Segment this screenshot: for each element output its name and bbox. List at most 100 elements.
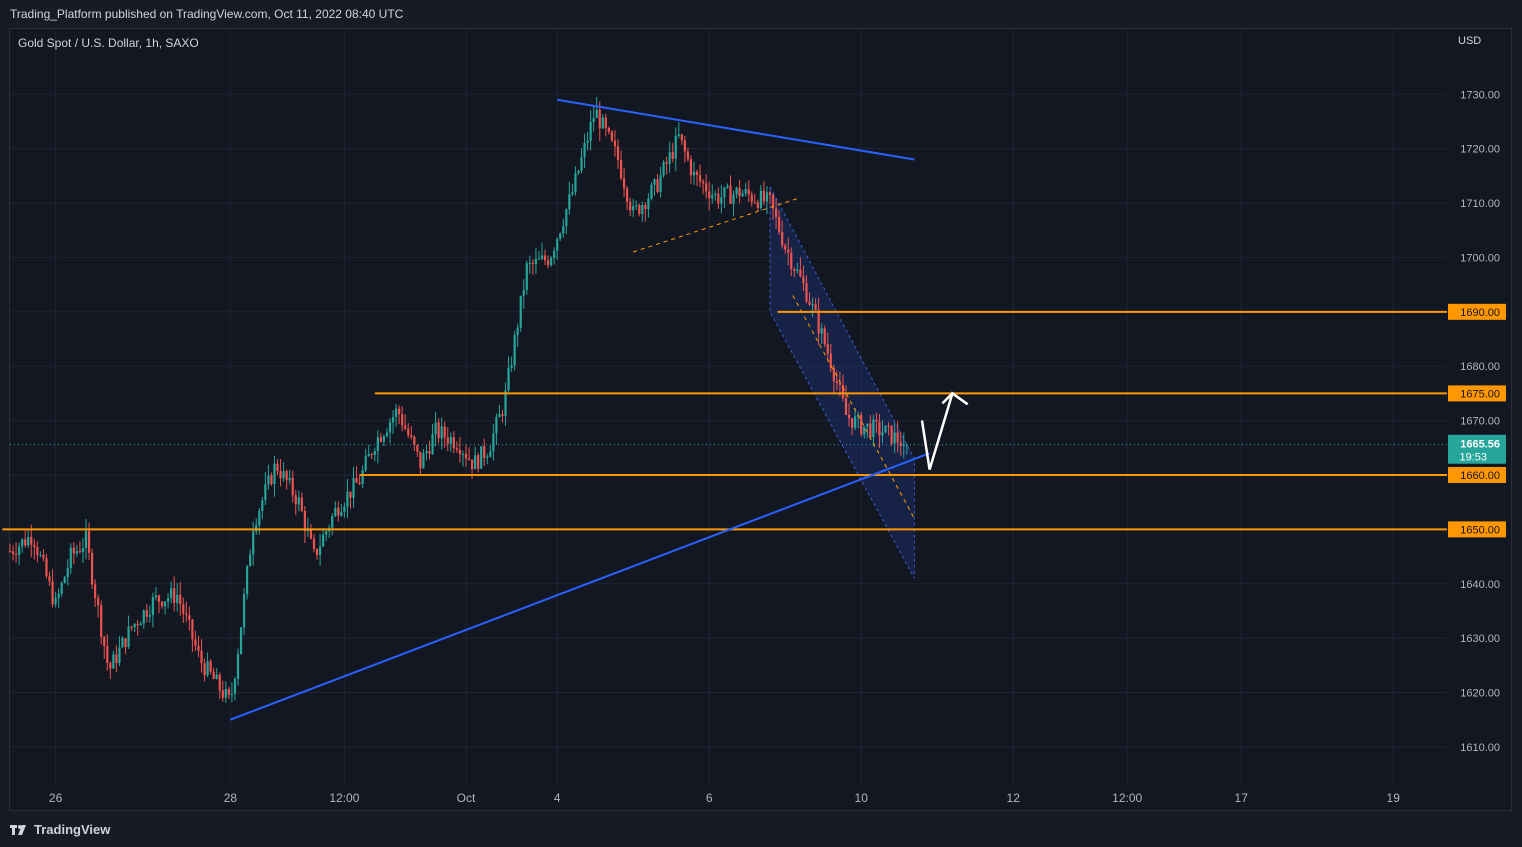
y-tick-label: 1630.00 <box>1460 633 1500 645</box>
candle-up <box>230 694 234 696</box>
candle-up <box>449 436 452 444</box>
candle-up <box>854 416 857 428</box>
level-price-label: 1660.00 <box>1460 470 1500 482</box>
candle-down <box>428 451 431 454</box>
candle-down <box>285 471 288 481</box>
candle-down <box>607 127 610 132</box>
axes-layer: 1730.00 1720.00 1710.00 1700.00 1690.00 1680.… <box>49 89 1506 805</box>
candle-up <box>267 475 270 485</box>
candle-up <box>537 258 541 260</box>
candle-down <box>90 552 94 585</box>
candle-down <box>826 344 829 354</box>
candle-down <box>97 598 100 606</box>
candle-up <box>176 594 179 603</box>
candle-up <box>249 554 252 567</box>
candle-up <box>872 419 875 438</box>
candle-up <box>884 425 887 433</box>
y-tick-label: 1730.00 <box>1460 89 1500 101</box>
candle-down <box>194 639 197 646</box>
candle-down <box>629 201 632 211</box>
candle-up <box>522 290 525 296</box>
candle-up <box>489 451 492 457</box>
candles-layer <box>8 97 908 703</box>
candle-down <box>109 662 112 669</box>
candle-up <box>148 615 151 617</box>
candle-up <box>577 170 580 174</box>
channel-midline-dashed <box>792 295 915 519</box>
candle-up <box>133 623 136 628</box>
x-tick-label: 17 <box>1235 791 1249 805</box>
candle-up <box>139 623 142 626</box>
x-tick-label: 4 <box>554 791 561 805</box>
chart-pane[interactable] <box>9 28 1512 811</box>
candle-down <box>832 367 835 382</box>
upper-resistance-trendline <box>557 98 915 161</box>
x-tick-label: 26 <box>49 791 63 805</box>
candle-up <box>492 433 495 452</box>
x-tick-label: 12 <box>1007 791 1021 805</box>
y-tick-label: 1610.00 <box>1460 742 1500 754</box>
candle-up <box>69 547 72 569</box>
candle-up <box>726 185 729 188</box>
candle-down <box>814 303 817 310</box>
candle-up <box>741 193 744 197</box>
descending-channel <box>769 186 915 579</box>
candle-down <box>270 475 273 485</box>
candle-up <box>881 432 884 436</box>
y-tick-label: 1710.00 <box>1460 198 1500 210</box>
candle-up <box>765 192 769 202</box>
level-price-tag <box>1448 385 1506 402</box>
candle-down <box>416 445 419 452</box>
candle-down <box>778 216 781 233</box>
candle-up <box>653 179 656 185</box>
candle-down <box>212 671 215 679</box>
candle-down <box>437 422 440 439</box>
candle-up <box>595 109 598 119</box>
candle-up <box>668 152 671 164</box>
candle-up <box>346 491 349 507</box>
current-price-label: 1665.56 <box>1460 439 1500 451</box>
candle-up <box>574 173 577 193</box>
candle-down <box>638 205 641 215</box>
x-tick-label: 12:00 <box>329 791 359 805</box>
candle-up <box>236 653 240 679</box>
candle-down <box>349 491 352 498</box>
candle-down <box>613 140 617 147</box>
candle-down <box>452 436 455 449</box>
candle-up <box>75 551 78 554</box>
candle-down <box>130 626 133 628</box>
candle-down <box>355 477 358 483</box>
candle-up <box>562 226 565 234</box>
candle-up <box>677 134 680 136</box>
candle-up <box>601 117 604 129</box>
candle-down <box>847 414 851 419</box>
candle-down <box>407 428 410 436</box>
candle-up <box>154 595 158 598</box>
candle-up <box>163 601 167 607</box>
candle-down <box>850 418 854 428</box>
candle-up <box>513 335 516 366</box>
candle-down <box>844 398 848 415</box>
level-price-tag <box>1448 466 1506 483</box>
candle-down <box>702 181 705 184</box>
candle-up <box>480 446 483 469</box>
candle-down <box>680 134 683 141</box>
candle-down <box>30 536 33 545</box>
candle-down <box>24 539 27 546</box>
candle-down <box>11 551 15 554</box>
candle-up <box>641 205 644 215</box>
candle-down <box>896 432 899 443</box>
candle-down <box>410 435 413 437</box>
candle-up <box>528 262 531 264</box>
candle-down <box>300 497 303 511</box>
candle-down <box>531 262 534 265</box>
candle-down <box>860 414 863 435</box>
candle-down <box>115 654 118 664</box>
candle-down <box>337 507 340 516</box>
candle-up <box>373 451 376 455</box>
candle-down <box>200 650 203 664</box>
candle-up <box>866 423 869 427</box>
candle-down <box>401 414 404 426</box>
candle-up <box>565 209 568 227</box>
